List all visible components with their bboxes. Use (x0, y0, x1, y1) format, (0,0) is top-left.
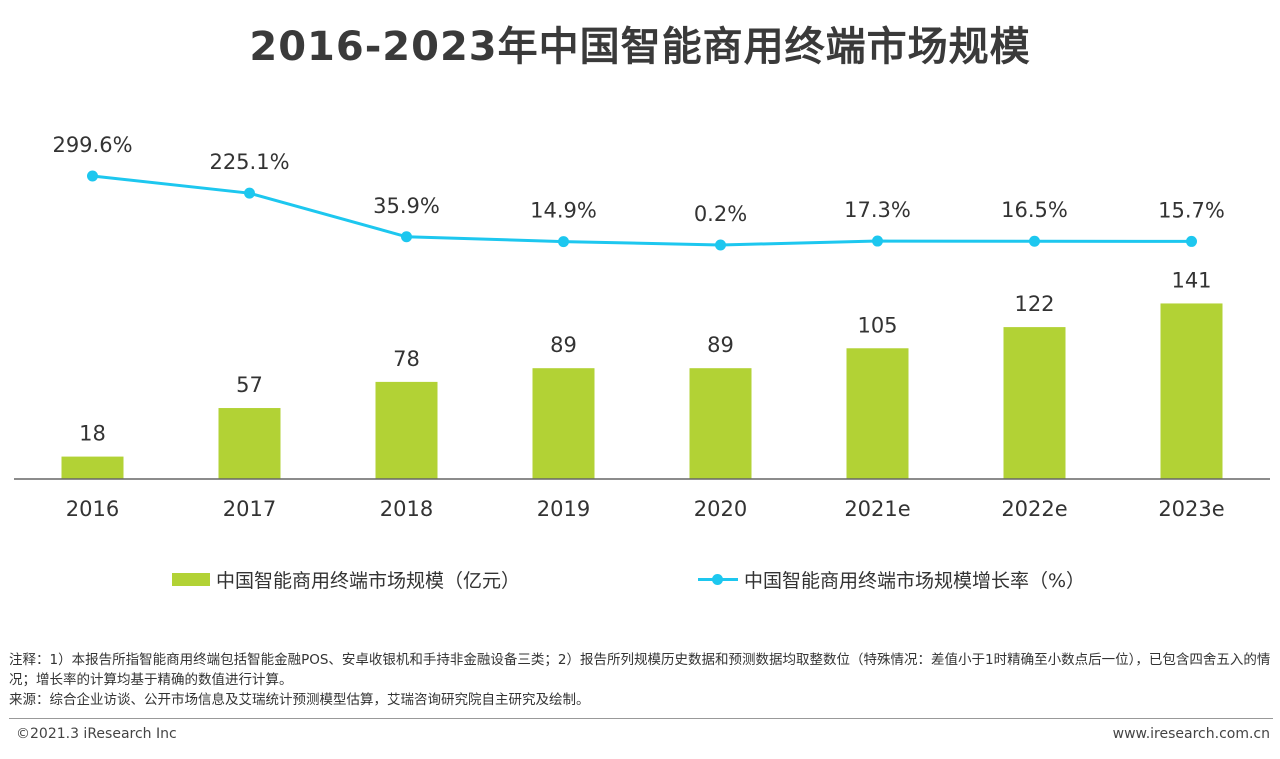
x-tick-label: 2019 (537, 497, 590, 521)
website-link[interactable]: www.iresearch.com.cn (1112, 726, 1270, 742)
growth-point (401, 231, 412, 243)
bar (532, 368, 595, 479)
growth-point (1029, 235, 1040, 247)
growth-line (92, 174, 1192, 247)
bar-value-label: 141 (1171, 268, 1211, 292)
bar-value-label: 78 (393, 347, 420, 371)
growth-point (1186, 235, 1197, 247)
footer-divider (9, 718, 1273, 719)
legend-bar-label: 中国智能商用终端市场规模（亿元） (216, 569, 521, 592)
page-title: 2016-2023年中国智能商用终端市场规模 (249, 24, 1031, 70)
x-tick-label: 2016 (66, 497, 119, 521)
copyright: ©2021.3 iResearch Inc (16, 726, 177, 742)
legend-line-swatch (698, 573, 738, 586)
bar-value-label: 89 (707, 333, 734, 357)
growth-value-label: 16.5% (1001, 198, 1068, 222)
bar-value-label: 122 (1014, 292, 1054, 316)
notes-source: 来源：综合企业访谈、公开市场信息及艾瑞统计预测模型估算，艾瑞咨询研究院自主研究及… (9, 692, 590, 708)
bar-value-label: 57 (236, 373, 263, 397)
bar (375, 381, 438, 479)
growth-point (558, 236, 569, 248)
growth-value-label: 14.9% (530, 199, 597, 223)
bar (218, 408, 281, 479)
growth-value-label: 225.1% (209, 150, 289, 174)
growth-value-label: 35.9% (373, 194, 440, 218)
notes-comment: 注释：1）本报告所指智能商用终端包括智能金融POS、安卓收银机和手持非金融设备三… (9, 652, 1271, 688)
bar-value-label: 105 (857, 313, 897, 337)
x-tick-label: 2018 (380, 497, 433, 521)
growth-point (715, 239, 726, 251)
legend-item-line: 中国智能商用终端市场规模增长率（%） (698, 565, 1085, 593)
growth-point (872, 235, 883, 247)
growth-value-label: 15.7% (1158, 198, 1225, 222)
legend-line-label: 中国智能商用终端市场规模增长率（%） (744, 569, 1086, 592)
bar-value-label: 89 (550, 333, 577, 357)
chart: 18 57 78 89 89 105 122 141 2016 2017 2018 2019 2020 2… (14, 133, 1270, 521)
x-tick-label: 2022e (1001, 497, 1067, 521)
growth-value-label: 17.3% (844, 198, 911, 222)
bar-value-label: 18 (79, 422, 106, 446)
x-tick-label: 2023e (1158, 497, 1224, 521)
growth-value-label: 0.2% (694, 202, 747, 226)
x-tick-label: 2021e (844, 497, 910, 521)
legend-bar-swatch (172, 572, 210, 586)
x-tick-label: 2020 (694, 497, 747, 521)
growth-value-label: 299.6% (52, 133, 132, 157)
growth-point (244, 187, 255, 199)
bar (1003, 327, 1066, 479)
notes: 注释：1）本报告所指智能商用终端包括智能金融POS、安卓收银机和手持非金融设备三… (9, 650, 1271, 710)
growth-point (87, 170, 98, 182)
x-tick-label: 2017 (223, 497, 276, 521)
legend-item-bar: 中国智能商用终端市场规模（亿元） (172, 565, 520, 593)
bar (1160, 303, 1223, 479)
bar (61, 456, 124, 479)
bar (846, 348, 909, 479)
bar (689, 368, 752, 479)
